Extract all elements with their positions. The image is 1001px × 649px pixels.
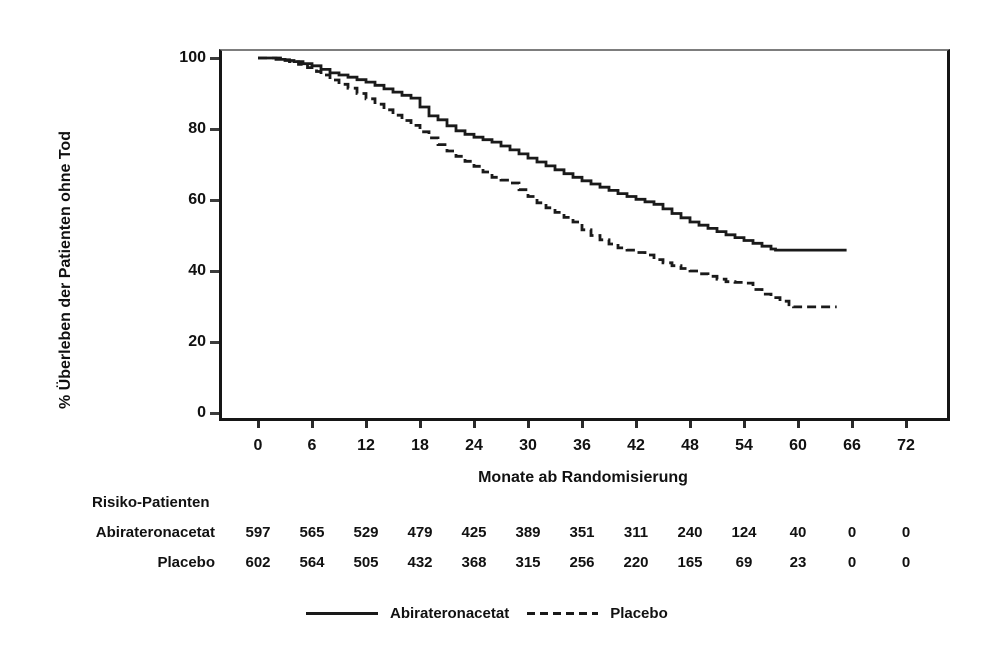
legend-label-placebo: Placebo [610,604,668,622]
risk-value-abirateronacetat-m18: 479 [407,524,433,541]
x-tick-label-12: 12 [357,437,375,454]
risk-value-placebo-m66: 0 [847,554,857,571]
risk-value-abirateronacetat-m0: 597 [245,524,271,541]
x-tick-6 [311,421,314,428]
x-tick-label-66: 66 [843,437,861,454]
y-tick-100 [210,57,219,60]
plot-area [219,49,950,421]
chart-legend: Abirateronacetat Placebo [306,603,668,623]
x-tick-30 [527,421,530,428]
risk-row-label-placebo: Placebo [157,554,215,571]
risk-value-placebo-m48: 165 [677,554,703,571]
y-tick-label-80: 80 [188,120,206,137]
survival-curve-abirateronacetat [258,56,847,252]
y-tick-20 [210,341,219,344]
x-tick-72 [905,421,908,428]
risk-value-abirateronacetat-m48: 240 [677,524,703,541]
y-axis-title: % Überleben der Patienten ohne Tod [57,131,74,409]
x-tick-42 [635,421,638,428]
risk-value-abirateronacetat-m72: 0 [901,524,911,541]
risk-value-abirateronacetat-m30: 389 [515,524,541,541]
risk-value-placebo-m30: 315 [515,554,541,571]
risk-value-placebo-m18: 432 [407,554,433,571]
y-tick-80 [210,128,219,131]
y-tick-60 [210,199,219,202]
x-tick-60 [797,421,800,428]
risk-value-abirateronacetat-m60: 40 [789,524,807,541]
y-tick-label-100: 100 [179,49,206,66]
y-tick-label-60: 60 [188,191,206,208]
x-tick-label-24: 24 [465,437,483,454]
risk-value-abirateronacetat-m12: 529 [353,524,379,541]
risk-value-placebo-m24: 368 [461,554,487,571]
x-tick-label-0: 0 [253,437,263,454]
y-tick-label-0: 0 [197,404,206,421]
x-tick-label-54: 54 [735,437,753,454]
risk-value-abirateronacetat-m36: 351 [569,524,595,541]
risk-value-placebo-m0: 602 [245,554,271,571]
x-tick-24 [473,421,476,428]
risk-value-placebo-m42: 220 [623,554,649,571]
legend-dashed-line-sample [527,611,599,615]
y-tick-label-40: 40 [188,262,206,279]
survival-curve-placebo [258,56,837,309]
risk-value-placebo-m6: 564 [299,554,325,571]
risk-value-abirateronacetat-m24: 425 [461,524,487,541]
survival-curves-canvas [258,56,847,309]
x-tick-label-30: 30 [519,437,537,454]
risk-value-placebo-m60: 23 [789,554,807,571]
x-tick-label-6: 6 [307,437,317,454]
x-tick-label-48: 48 [681,437,699,454]
x-tick-label-36: 36 [573,437,591,454]
x-axis-title: Monate ab Randomisierung [478,469,688,486]
risk-value-abirateronacetat-m54: 124 [731,524,757,541]
y-tick-label-20: 20 [188,333,206,350]
x-tick-label-60: 60 [789,437,807,454]
risk-row-label-abirateronacetat: Abirateronacetat [95,524,215,541]
risk-value-abirateronacetat-m42: 311 [623,524,649,541]
legend-label-abirateronacetat: Abirateronacetat [390,604,510,622]
x-tick-label-42: 42 [627,437,645,454]
risk-value-placebo-m72: 0 [901,554,911,571]
x-tick-48 [689,421,692,428]
x-tick-18 [419,421,422,428]
x-tick-66 [851,421,854,428]
y-tick-40 [210,270,219,273]
risk-value-abirateronacetat-m66: 0 [847,524,857,541]
x-tick-36 [581,421,584,428]
x-tick-54 [743,421,746,428]
risk-value-placebo-m54: 69 [735,554,753,571]
x-tick-label-18: 18 [411,437,429,454]
risk-value-abirateronacetat-m6: 565 [299,524,325,541]
risk-value-placebo-m36: 256 [569,554,595,571]
x-tick-12 [365,421,368,428]
risk-value-placebo-m12: 505 [353,554,379,571]
legend-solid-line-sample [306,611,378,615]
risk-table-header: Risiko-Patienten [92,494,210,511]
x-tick-0 [257,421,260,428]
y-tick-0 [210,412,219,415]
x-tick-label-72: 72 [897,437,915,454]
